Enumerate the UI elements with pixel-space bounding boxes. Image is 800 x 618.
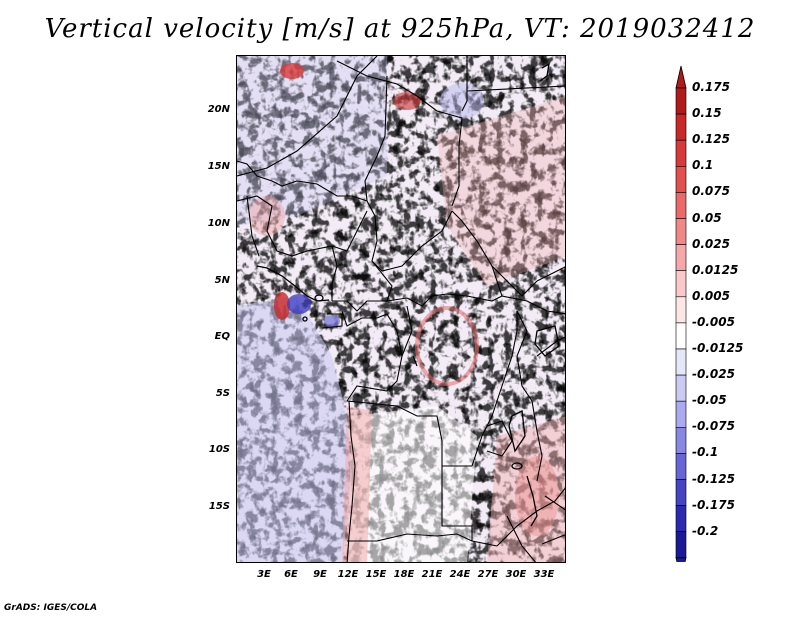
colorbar-bottom-cap — [675, 557, 687, 562]
colorbar-cell — [675, 113, 687, 141]
lon-label-18e: 18E — [393, 569, 415, 580]
colorbar-label: -0.125 — [692, 471, 735, 486]
colorbar-top-cap — [675, 65, 687, 89]
colorbar-cells — [675, 65, 687, 562]
colorbar-cell — [675, 166, 687, 193]
colorbar-label: -0.175 — [692, 497, 735, 512]
colorbar-label: 0.05 — [692, 210, 722, 225]
colorbar-label: -0.075 — [692, 419, 735, 434]
colorbar-label: -0.0125 — [692, 341, 744, 355]
colorbar-label: -0.2 — [692, 523, 719, 538]
lon-label-12e: 12E — [337, 569, 359, 580]
plot-title: Vertical velocity [m/s] at 925hPa, VT: 2… — [44, 14, 756, 44]
colorbar-label: -0.005 — [692, 314, 735, 329]
lakes — [256, 62, 560, 527]
colorbar-label: 0.1 — [692, 158, 714, 173]
colorbar-label: -0.05 — [692, 393, 727, 408]
vertical-velocity-field — [237, 56, 565, 562]
colorbar-cell — [675, 479, 687, 506]
colorbar-label: 0.025 — [692, 236, 730, 251]
lat-label-10n: 10N — [207, 218, 230, 229]
lon-label-30e: 30E — [505, 569, 527, 580]
colorbar-label: 0.075 — [692, 184, 730, 199]
colorbar-cell — [675, 322, 687, 350]
colorbar-cell — [675, 139, 687, 167]
colorbar — [675, 65, 687, 562]
colorbar-cell — [675, 453, 687, 480]
map-canvas — [237, 56, 565, 562]
colorbar-cell — [675, 505, 687, 533]
colorbar-cell — [675, 374, 687, 402]
lat-label-20n: 20N — [207, 104, 230, 115]
lat-label-15s: 15S — [208, 501, 230, 512]
colorbar-label: 0.125 — [692, 132, 730, 147]
colorbar-cell — [675, 426, 687, 454]
country-borders — [237, 56, 565, 562]
map-panel — [236, 55, 566, 563]
colorbar-cell — [675, 296, 687, 324]
colorbar-cell — [675, 87, 687, 115]
colorbar-label: -0.1 — [692, 445, 719, 460]
lat-label-5n: 5N — [214, 275, 230, 286]
lon-label-9e: 9E — [313, 569, 327, 580]
lon-label-33e: 33E — [533, 569, 555, 580]
lon-label-27e: 27E — [477, 569, 499, 580]
colorbar-cell — [675, 400, 687, 428]
lat-label-15n: 15N — [207, 161, 230, 172]
colorbar-cell — [675, 192, 687, 219]
lon-label-24e: 24E — [449, 569, 471, 580]
software-credit: GrADS: IGES/COLA — [4, 603, 98, 613]
colorbar-label: 0.175 — [692, 80, 730, 94]
colorbar-label: 0.0125 — [692, 262, 739, 277]
lon-label-21e: 21E — [421, 569, 443, 580]
colorbar-cell — [675, 531, 687, 559]
colorbar-label: 0.005 — [692, 288, 730, 303]
colorbar-cell — [675, 270, 687, 298]
colorbar-label: -0.025 — [692, 367, 735, 382]
lon-label-6e: 6E — [284, 569, 298, 580]
lon-label-3e: 3E — [257, 569, 271, 580]
lat-label-5s: 5S — [215, 388, 230, 399]
colorbar-cell — [675, 244, 687, 272]
colorbar-cell — [675, 348, 687, 376]
lat-label-10s: 10S — [208, 444, 230, 455]
lat-label-eq: EQ — [214, 331, 230, 342]
lon-label-15e: 15E — [365, 569, 387, 580]
colorbar-label: 0.15 — [692, 106, 722, 121]
colorbar-cell — [675, 218, 687, 245]
